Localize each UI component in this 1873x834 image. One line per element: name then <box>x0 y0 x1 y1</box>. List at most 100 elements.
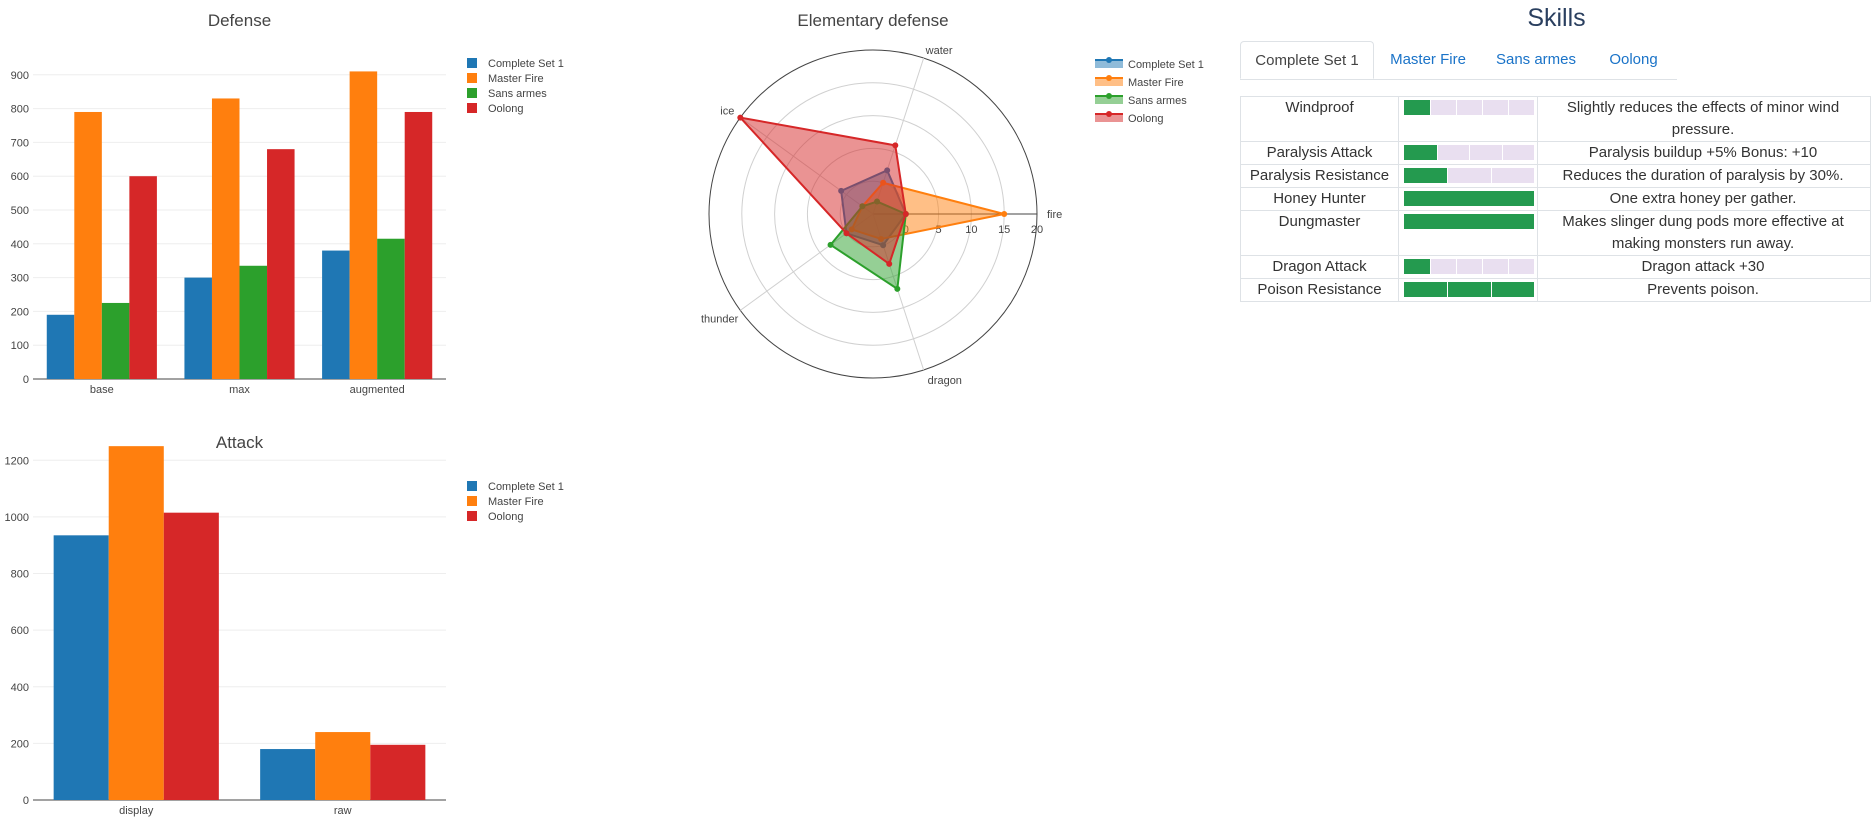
legend-label-complete-set-1[interactable]: Complete Set 1 <box>1128 59 1204 71</box>
skill-row: Dragon Attack Dragon attack +30 <box>1240 255 1871 279</box>
skill-level-divider <box>1490 282 1492 297</box>
bar-master-fire-augmented <box>349 71 378 380</box>
skill-level-divider <box>1490 168 1492 183</box>
legend-swatch-master-fire[interactable] <box>467 73 477 83</box>
radar-point-sans-armes-dragon <box>894 285 901 292</box>
y-tick-label: 0 <box>23 795 29 807</box>
legend-swatch-oolong[interactable] <box>467 103 477 113</box>
y-tick-label: 700 <box>11 137 29 149</box>
legend-marker-oolong <box>1106 111 1112 117</box>
y-tick-label: 400 <box>11 682 29 694</box>
skill-level-cell <box>1398 278 1538 302</box>
legend-label-master-fire[interactable]: Master Fire <box>488 73 544 85</box>
y-tick-label: 800 <box>11 569 29 581</box>
axis-label-water: water <box>925 45 953 57</box>
skill-level-cell <box>1398 187 1538 211</box>
skill-name: Paralysis Attack <box>1240 141 1399 165</box>
skill-row: Poison Resistance Prevents poison. <box>1240 278 1871 302</box>
y-tick-label: 200 <box>11 738 29 750</box>
skill-description: Makes slinger dung pods more effective a… <box>1537 210 1871 256</box>
bar-oolong-raw <box>370 744 426 800</box>
skills-table: Windproof Slightly reduces the effects of… <box>1240 96 1871 302</box>
attack-chart: Attack 0 200 400 600 800 1000 1200 display raw Com… <box>0 420 600 829</box>
legend-label-sans-armes[interactable]: Sans armes <box>488 88 547 100</box>
legend-label-sans-armes[interactable]: Sans armes <box>1128 95 1187 107</box>
skill-level-fill <box>1404 191 1534 206</box>
skill-level-fill <box>1404 282 1534 297</box>
skill-level-divider <box>1482 100 1483 115</box>
y-tick-label: 600 <box>11 171 29 183</box>
skill-name: Honey Hunter <box>1240 187 1399 211</box>
bar-sans-armes-max <box>239 265 268 379</box>
skill-level-bar <box>1404 168 1534 183</box>
bar-master-fire-base <box>74 111 102 379</box>
legend-marker-complete-set-1 <box>1106 57 1112 63</box>
skill-name: Dragon Attack <box>1240 255 1399 279</box>
y-tick-label: 600 <box>11 625 29 637</box>
radar-point-oolong-fire <box>902 211 909 217</box>
skill-row: Paralysis Attack Paralysis buildup +5% Bo… <box>1240 141 1871 165</box>
skill-row: Windproof Slightly reduces the effects of… <box>1240 96 1871 142</box>
skill-name: Poison Resistance <box>1240 278 1399 302</box>
skill-description: Paralysis buildup +5% Bonus: +10 <box>1537 141 1871 165</box>
radar-point-oolong-dragon <box>886 260 893 267</box>
skill-level-divider <box>1447 282 1449 297</box>
chart-title: Defense <box>208 11 271 30</box>
legend-swatch-oolong[interactable] <box>1095 114 1123 122</box>
skill-level-bar <box>1404 145 1534 160</box>
x-tick-label: display <box>119 805 154 817</box>
y-tick-label: 100 <box>11 340 29 352</box>
legend-swatch-complete-set-1[interactable] <box>467 481 477 491</box>
bar-complete-set-1-augmented <box>322 250 350 379</box>
radial-tick-label: 10 <box>965 224 977 236</box>
legend-label-oolong[interactable]: Oolong <box>488 103 523 115</box>
defense-chart: Defense 0 100 200 300 400 500 600 700 800 900 base m… <box>0 0 600 400</box>
legend-swatch-sans-armes[interactable] <box>1095 96 1123 104</box>
bar-oolong-display <box>163 512 219 800</box>
skill-description: One extra honey per gather. <box>1537 187 1871 211</box>
legend-swatch-master-fire[interactable] <box>467 496 477 506</box>
tab-master-fire[interactable]: Master Fire <box>1390 51 1466 68</box>
legend-swatch-sans-armes[interactable] <box>467 88 477 98</box>
skills-title: Skills <box>1527 4 1586 32</box>
tab-sans-armes[interactable]: Sans armes <box>1495 51 1577 68</box>
skill-level-fill <box>1404 145 1437 160</box>
skill-level-divider <box>1430 100 1431 115</box>
legend-label-oolong[interactable]: Oolong <box>1128 113 1163 125</box>
legend-label-master-fire[interactable]: Master Fire <box>1128 77 1184 89</box>
legend-swatch-oolong[interactable] <box>467 511 477 521</box>
y-tick-label: 300 <box>11 273 29 285</box>
legend-swatch-complete-set-1[interactable] <box>467 58 477 68</box>
skill-level-divider <box>1508 259 1509 274</box>
legend-swatch-complete-set-1[interactable] <box>1095 60 1123 68</box>
radial-tick-label: 20 <box>1031 224 1043 236</box>
skill-level-bar <box>1404 100 1534 115</box>
radar-point-master-fire-fire <box>1001 211 1008 217</box>
skill-level-divider <box>1430 259 1431 274</box>
y-tick-label: 200 <box>11 306 29 318</box>
x-tick-label: max <box>229 384 250 396</box>
skill-level-divider <box>1508 100 1509 115</box>
bar-master-fire-raw <box>315 732 371 800</box>
legend-label-master-fire[interactable]: Master Fire <box>488 496 544 508</box>
skill-level-cell <box>1398 141 1538 165</box>
skill-level-bar <box>1404 214 1534 229</box>
skill-level-cell <box>1398 210 1538 256</box>
axis-label-fire: fire <box>1047 209 1062 221</box>
x-tick-label: base <box>90 384 114 396</box>
legend-label-oolong[interactable]: Oolong <box>488 511 523 523</box>
skill-level-bar <box>1404 191 1534 206</box>
axis-label-dragon: dragon <box>928 375 962 387</box>
bar-oolong-augmented <box>404 111 433 379</box>
tab-complete-set-1[interactable]: Complete Set 1 <box>1240 41 1374 79</box>
y-tick-label: 400 <box>11 239 29 251</box>
tab-oolong[interactable]: Oolong <box>1609 51 1658 68</box>
legend-label-complete-set-1[interactable]: Complete Set 1 <box>488 58 564 70</box>
legend-swatch-master-fire[interactable] <box>1095 78 1123 86</box>
skill-level-bar <box>1404 282 1534 297</box>
skill-row: Dungmaster Makes slinger dung pods more e… <box>1240 210 1871 256</box>
legend-label-complete-set-1[interactable]: Complete Set 1 <box>488 481 564 493</box>
radar-area-oolong <box>739 116 907 265</box>
skill-level-divider <box>1436 145 1438 160</box>
radar-point-oolong-water <box>892 142 899 149</box>
